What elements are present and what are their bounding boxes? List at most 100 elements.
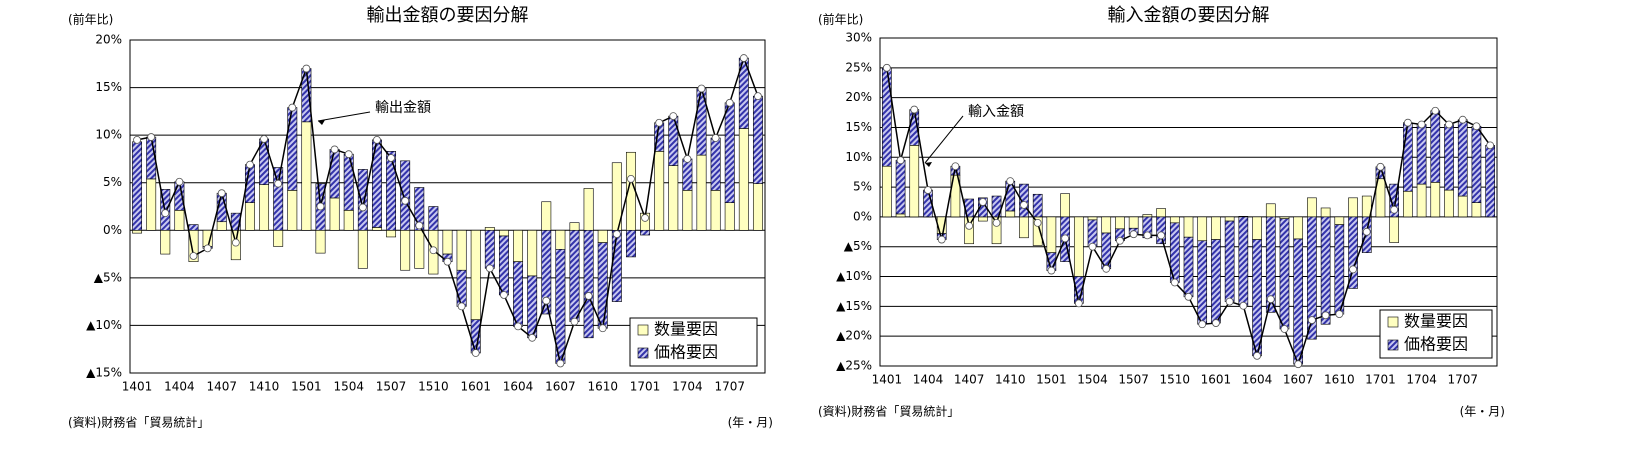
bar-segment	[1334, 216, 1345, 225]
source-note: (資料)財務省「貿易統計」	[68, 415, 209, 430]
total-point	[429, 246, 438, 255]
y-tick-label: 30%	[845, 31, 872, 45]
total-point	[471, 349, 480, 357]
total-point	[627, 175, 635, 183]
total-point	[415, 221, 424, 230]
arrow-head	[925, 162, 932, 167]
total-point	[528, 333, 537, 342]
total-point	[1170, 278, 1179, 287]
bar-segment	[1156, 208, 1166, 218]
total-point	[1184, 292, 1193, 301]
y-axis-label: (前年比)	[68, 12, 113, 27]
bar-segment	[244, 202, 255, 231]
bar-segment	[569, 229, 580, 322]
total-point	[344, 150, 353, 159]
x-axis-label: (年・月)	[728, 416, 773, 430]
bar-segment	[1156, 216, 1166, 245]
total-point	[992, 218, 1001, 227]
x-axis-label: (年・月)	[1460, 405, 1505, 419]
total-point	[1239, 301, 1248, 310]
total-point	[1143, 231, 1152, 240]
x-tick-label: 1601	[460, 380, 491, 394]
total-point	[612, 230, 621, 238]
plot-frame	[879, 37, 1498, 367]
bar-segment	[188, 224, 199, 231]
bar-segment	[230, 212, 241, 231]
x-tick-label: 1504	[1077, 373, 1108, 387]
bar-segment	[1293, 238, 1304, 365]
bar-segment	[470, 229, 481, 321]
bar-segment	[882, 67, 892, 167]
total-point	[1047, 266, 1056, 275]
legend-swatch	[637, 347, 649, 359]
x-tick-label: 1501	[1036, 373, 1067, 387]
bar-segment	[146, 178, 157, 231]
x-tick-label: 1704	[1406, 373, 1437, 387]
total-point	[882, 63, 891, 72]
bar-segment	[1087, 216, 1098, 221]
total-point	[1225, 297, 1234, 306]
total-point	[133, 135, 141, 144]
plot-frame	[129, 39, 766, 374]
total-point	[1198, 320, 1207, 329]
bar-segment	[132, 229, 143, 234]
bar-segment	[456, 269, 467, 307]
total-point	[1006, 177, 1015, 186]
x-tick-label: 1604	[1242, 373, 1273, 387]
bar-segment	[1293, 216, 1304, 240]
bar-segment	[710, 190, 721, 231]
x-tick-label: 1510	[1160, 373, 1191, 387]
bar-segment	[216, 221, 227, 231]
bar-segment	[1101, 216, 1112, 234]
total-point	[1020, 201, 1028, 209]
bar-segment	[343, 153, 354, 211]
bar-segment	[1320, 207, 1331, 218]
total-point	[1061, 234, 1069, 243]
bar-segment	[1128, 216, 1139, 229]
legend-box	[1379, 309, 1493, 359]
total-point	[147, 133, 156, 141]
x-tick-label: 1607	[1283, 373, 1314, 387]
bar-segment	[1279, 218, 1290, 330]
bar-segment	[1115, 216, 1125, 230]
y-tick-label: 15%	[845, 120, 872, 134]
bar-segment	[1430, 110, 1441, 183]
bar-segment	[329, 149, 340, 199]
bar-segment	[1183, 236, 1194, 298]
bar-segment	[1430, 182, 1441, 218]
bar-segment	[541, 201, 552, 231]
y-tick-label: 10%	[845, 150, 872, 164]
x-tick-label: 1404	[913, 373, 944, 387]
bar-segment	[400, 160, 411, 231]
bar-segment	[1444, 189, 1454, 218]
bar-segment	[259, 184, 270, 231]
total-point	[443, 257, 452, 266]
bar-segment	[1416, 183, 1427, 218]
total-point	[910, 105, 919, 114]
total-point	[203, 244, 212, 253]
bar-segment	[882, 165, 892, 218]
total-point	[641, 214, 649, 222]
total-point	[725, 98, 734, 107]
bar-segment	[991, 195, 1002, 218]
y-tick-label: ▲25%	[836, 359, 872, 373]
y-tick-label: 20%	[845, 90, 872, 104]
bar-segment	[1307, 216, 1317, 340]
total-point	[542, 296, 551, 305]
x-tick-label: 1501	[291, 380, 322, 394]
total-point	[1253, 351, 1261, 360]
bar-segment	[696, 154, 707, 231]
x-tick-label: 1401	[872, 373, 903, 387]
total-point	[669, 112, 678, 121]
y-tick-label: ▲10%	[836, 269, 872, 283]
total-point	[175, 177, 184, 186]
total-point	[302, 64, 311, 73]
bar-segment	[583, 188, 594, 231]
legend-label: 価格要因	[654, 343, 718, 362]
total-point	[683, 155, 692, 163]
bar-segment	[386, 229, 397, 238]
bar-segment	[1169, 216, 1180, 224]
x-tick-label: 1507	[376, 380, 407, 394]
bar-segment	[1444, 124, 1454, 191]
